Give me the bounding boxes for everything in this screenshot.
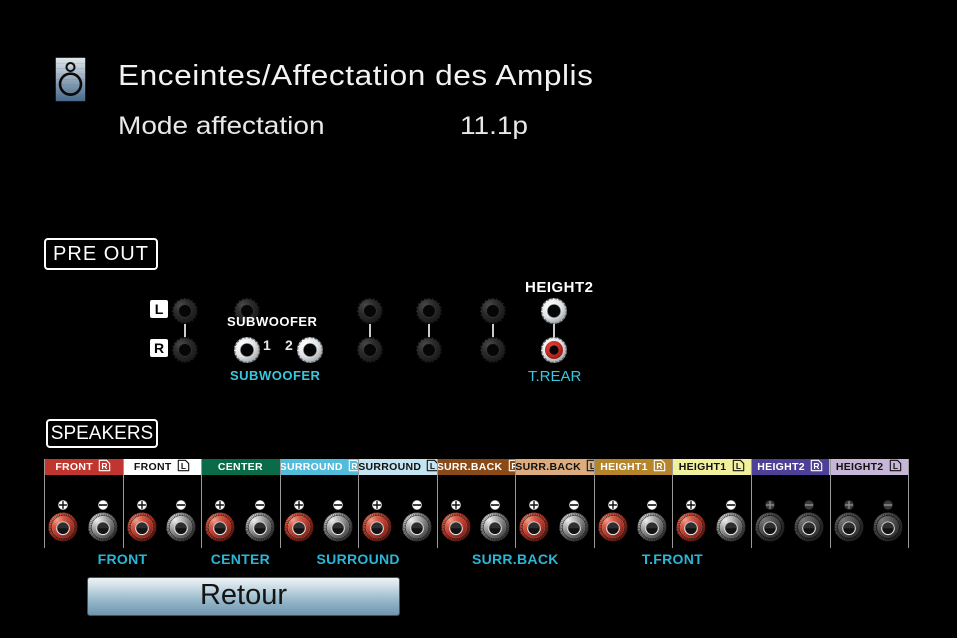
svg-text:L: L bbox=[893, 461, 898, 471]
svg-text:R: R bbox=[102, 461, 108, 471]
svg-text:L: L bbox=[735, 461, 740, 471]
svg-text:L: L bbox=[181, 461, 186, 471]
svg-text:R: R bbox=[814, 461, 820, 471]
svg-text:L: L bbox=[430, 461, 435, 471]
svg-text:R: R bbox=[656, 461, 662, 471]
svg-text:R: R bbox=[351, 461, 357, 471]
